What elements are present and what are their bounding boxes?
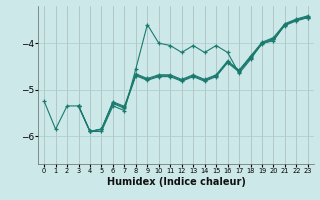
X-axis label: Humidex (Indice chaleur): Humidex (Indice chaleur) (107, 177, 245, 187)
